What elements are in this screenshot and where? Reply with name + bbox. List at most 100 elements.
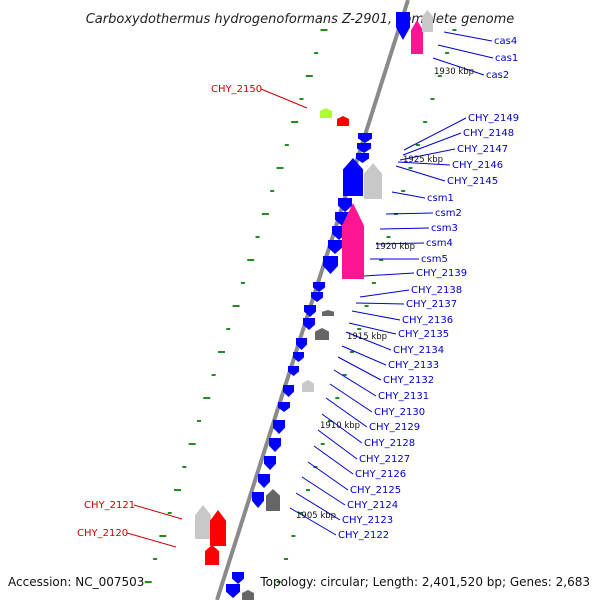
gene-arrow (242, 590, 254, 600)
gene-arrow (258, 474, 270, 488)
tick-mark (371, 282, 376, 284)
leader-line (351, 310, 401, 321)
gene-arrow (311, 292, 323, 302)
tick-mark (306, 489, 311, 491)
tick-mark (314, 52, 319, 54)
tick-mark (423, 121, 428, 123)
tick-mark (270, 190, 275, 192)
gene-label: csm1 (427, 193, 454, 204)
position-labels: 1930 kbp 1925 kbp 1920 kbp 1915 kbp 1910 kbp… (296, 67, 474, 521)
gene-arrow (411, 20, 423, 54)
gene-arrow (252, 492, 264, 508)
gene-label: CHY_2131 (378, 391, 429, 402)
leader-line (333, 369, 377, 397)
gene-label: CHY_2129 (369, 422, 420, 433)
tick-mark (284, 558, 289, 560)
gene-arrow (338, 198, 352, 212)
gene-arrow (288, 366, 299, 376)
tick-mark (386, 236, 391, 238)
gene-label: CHY_2132 (383, 375, 434, 386)
gene-label: CHY_2120 (77, 528, 128, 539)
genome-backbone (215, 0, 410, 600)
gene-label: CHY_2138 (411, 285, 462, 296)
leader-line (345, 331, 392, 351)
tick-mark-major (291, 121, 299, 123)
gene-arrow (358, 133, 372, 143)
tick-mark (284, 144, 289, 146)
tick-mark (430, 98, 435, 100)
gene-label: csm2 (435, 208, 462, 219)
tick-marks (144, 29, 457, 583)
gene-label: CHY_2123 (342, 515, 393, 526)
gene-arrow (396, 12, 410, 40)
map-title: Carboxydothermus hydrogenoformans Z-2901… (86, 12, 515, 27)
gene-arrow (232, 572, 244, 584)
gene-arrow (320, 108, 332, 118)
tick-mark-major (159, 535, 167, 537)
gene-arrow (302, 380, 314, 392)
tick-mark (320, 443, 325, 445)
gene-label: cas1 (495, 53, 518, 64)
tick-mark (401, 190, 406, 192)
gene-arrow (313, 282, 325, 292)
gene-arrow (264, 456, 276, 470)
tick-mark (379, 259, 384, 261)
gene-label: CHY_2146 (452, 160, 503, 171)
gene-arrow (303, 318, 315, 330)
leader-line (397, 161, 451, 166)
gene-label: csm3 (431, 223, 458, 234)
tick-mark (167, 512, 172, 514)
tick-mark (240, 282, 245, 284)
gene-label: CHY_2149 (468, 113, 519, 124)
leader-line (355, 302, 405, 305)
tick-mark (291, 535, 296, 537)
gene-label: cas4 (494, 36, 517, 47)
gene-arrow (278, 402, 290, 412)
gene-arrow (296, 338, 307, 350)
kbp-label: 1910 kbp (320, 421, 360, 431)
gene-label: CHY_2133 (388, 360, 439, 371)
kbp-label: 1905 kbp (296, 511, 336, 521)
leader-line (301, 476, 346, 506)
gene-arrow (269, 438, 281, 452)
tick-mark (335, 397, 340, 399)
tick-mark-major (203, 397, 211, 399)
tick-mark-major (232, 305, 240, 307)
leader-line (307, 461, 349, 491)
gene-arrow (356, 153, 369, 163)
leader-line (317, 429, 358, 460)
gene-label: CHY_2122 (338, 530, 389, 541)
gene-arrow (342, 203, 364, 279)
gene-arrow (328, 240, 342, 254)
gene-label: CHY_2135 (398, 329, 449, 340)
tick-mark-major (217, 351, 225, 353)
tick-mark (255, 236, 260, 238)
gene-label: csm5 (421, 254, 448, 265)
leader-line (341, 345, 387, 366)
gene-label: CHY_2148 (463, 128, 514, 139)
gene-label: CHY_2150 (211, 84, 262, 95)
leader-line (375, 242, 425, 245)
kbp-label: 1920 kbp (375, 242, 415, 252)
tick-mark (153, 558, 158, 560)
gene-label: CHY_2124 (347, 500, 398, 511)
tick-mark (408, 167, 413, 169)
gene-label: CHY_2127 (359, 454, 410, 465)
gene-arrow (195, 505, 211, 539)
leader-line (359, 289, 410, 298)
gene-label: CHY_2125 (350, 485, 401, 496)
leader-line (321, 413, 363, 444)
leader-line (403, 117, 467, 151)
topology-text: Topology: circular; Length: 2,401,520 bp… (259, 575, 590, 589)
tick-mark (276, 581, 281, 583)
leader-line (126, 532, 177, 548)
leader-line (395, 165, 446, 182)
gene-arrow (422, 10, 433, 32)
gene-label: CHY_2126 (355, 469, 406, 480)
leader-line (313, 445, 354, 475)
tick-mark-major (320, 29, 328, 31)
gene-features (195, 10, 433, 600)
kbp-label: 1925 kbp (403, 155, 443, 165)
gene-arrow (266, 489, 280, 511)
tick-mark (298, 512, 303, 514)
